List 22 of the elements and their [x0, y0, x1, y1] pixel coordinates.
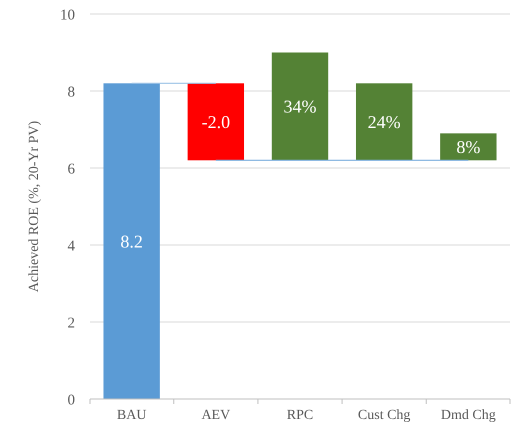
y-tick-label: 2 — [68, 315, 75, 332]
bar — [440, 133, 497, 160]
data-label: 8.2 — [120, 231, 143, 252]
x-tick-label: Dmd Chg — [440, 408, 496, 423]
y-tick-label: 8 — [68, 84, 75, 100]
y-tick-label: 10 — [60, 7, 75, 24]
x-tick-label: AEV — [201, 408, 230, 423]
bar — [272, 52, 328, 160]
bar — [188, 83, 244, 160]
annotation: 34% — [284, 96, 316, 117]
y-axis-title: Achieved ROE (%, 20-Yr PV) — [27, 120, 42, 292]
bar — [103, 83, 160, 399]
bar — [356, 83, 412, 160]
data-label: -2.0 — [202, 112, 230, 132]
annotation: 8% — [456, 137, 480, 158]
y-tick-label: 0 — [68, 392, 75, 408]
x-tick-label: BAU — [116, 408, 146, 423]
y-tick-label: 6 — [68, 161, 76, 178]
annotation: 24% — [368, 112, 401, 132]
x-tick-label: Cust Chg — [358, 408, 410, 423]
x-tick-label: RPC — [286, 408, 314, 423]
y-tick-label: 4 — [68, 238, 76, 254]
